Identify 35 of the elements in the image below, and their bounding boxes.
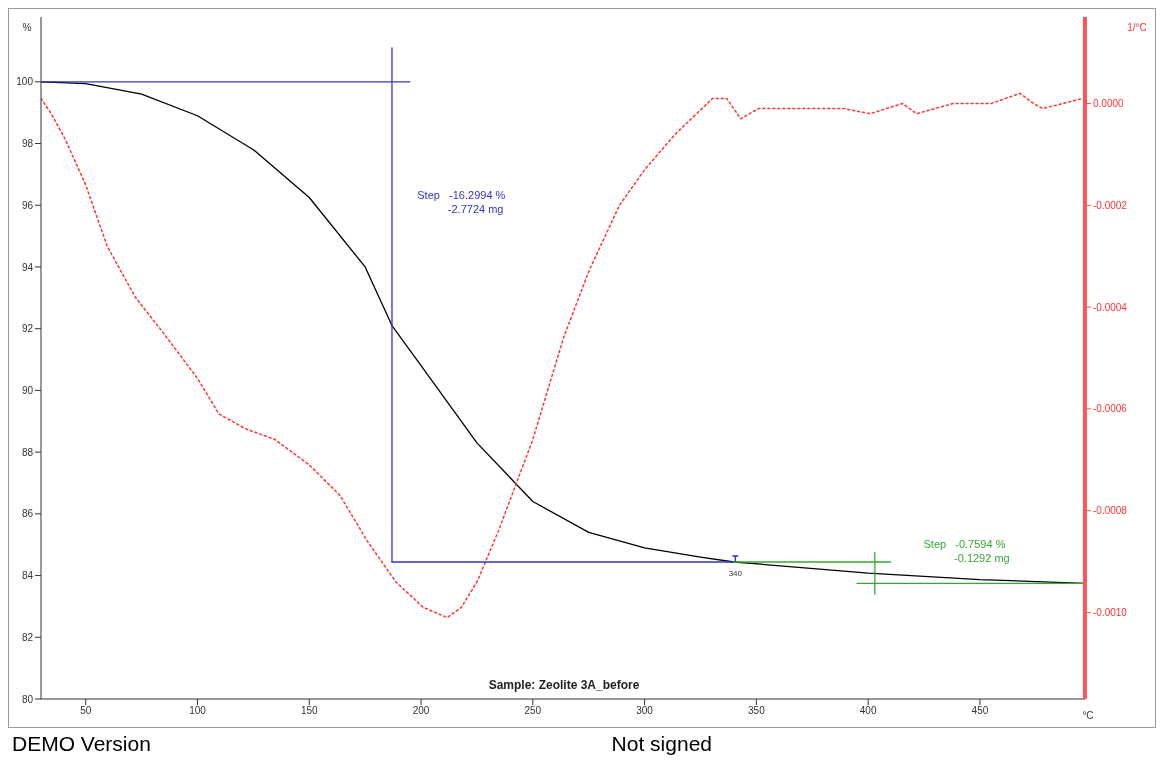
x-axis-title: °C xyxy=(1082,710,1094,721)
y-tick-label: 84 xyxy=(21,570,34,582)
x-tick-label: 100 xyxy=(189,705,207,717)
text: DEMO Version xyxy=(12,732,151,756)
annotation: Step -16.2994 % -2.7724 mg xyxy=(417,189,506,216)
x-tick-label: 200 xyxy=(412,705,430,717)
x-tick-label: 250 xyxy=(524,705,542,717)
y2-tick-label: 0.0000 xyxy=(1093,98,1125,110)
y-tick-label: 88 xyxy=(21,446,34,458)
annotation: 340 xyxy=(728,568,743,578)
x-tick-label: 150 xyxy=(300,705,319,717)
x-tick-label: 50 xyxy=(80,705,92,717)
y-tick-label: 82 xyxy=(21,631,34,643)
y-tick-label: 100 xyxy=(16,76,34,88)
y2-axis-title: 1/°C xyxy=(1127,22,1147,33)
x-tick-label: 350 xyxy=(748,705,766,717)
y-tick-label: 96 xyxy=(21,199,34,211)
annotation: Sample: Zeolite 3A_before xyxy=(488,678,640,692)
x-tick-label: 450 xyxy=(971,705,989,717)
x-tick-label: 400 xyxy=(859,705,877,717)
y2-tick-label: -0.0008 xyxy=(1093,505,1128,517)
y2-tick-label: -0.0004 xyxy=(1093,301,1128,313)
y2-tick-label: -0.0006 xyxy=(1093,403,1128,415)
y-tick-label: 92 xyxy=(21,323,34,335)
text: Not signed xyxy=(611,732,712,756)
y-axis-title: % xyxy=(22,22,32,33)
y-tick-label: 80 xyxy=(21,693,34,705)
annotation: Step -0.7594 % -0.1292 mg xyxy=(923,537,1010,565)
y-tick-label: 98 xyxy=(21,138,34,150)
y2-tick-label: -0.0002 xyxy=(1093,199,1128,211)
y-tick-label: 94 xyxy=(21,261,34,273)
y2-tick-label: -0.0010 xyxy=(1093,607,1128,619)
y-tick-label: 86 xyxy=(21,508,34,520)
x-tick-label: 300 xyxy=(636,705,654,717)
y-tick-label: 90 xyxy=(21,384,34,396)
